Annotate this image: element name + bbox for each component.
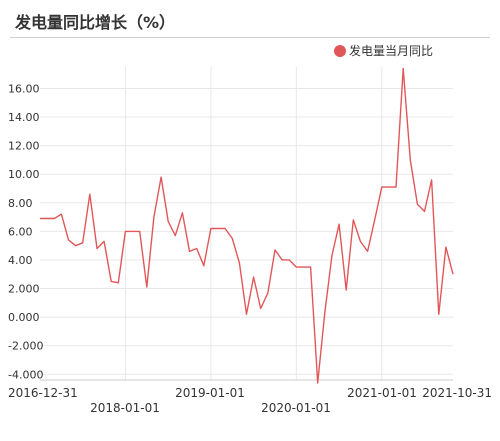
x-tick-label: 2016-12-31 (8, 386, 78, 400)
legend-swatch-icon (334, 45, 346, 57)
legend[interactable]: 发电量当月同比 (334, 43, 433, 58)
page-title: 发电量同比增长（%） (15, 13, 176, 32)
x-tick-label: 2018-01-01 (90, 401, 160, 415)
x-tick-label: 2019-01-01 (175, 386, 245, 400)
header-divider (10, 37, 490, 38)
chart-header: 发电量同比增长（%） (0, 0, 500, 40)
x-tick-label: 2020-01-01 (261, 401, 331, 415)
y-tick-label: 0.000 (8, 311, 40, 324)
y-tick-label: -2.000 (8, 340, 43, 353)
y-tick-label: 16.00 (8, 82, 40, 95)
x-tick-label: 2021-10-31 (422, 386, 492, 400)
grid-layer (40, 67, 453, 380)
series-line (40, 67, 454, 384)
series-layer (40, 67, 454, 384)
y-tick-label: 2.000 (8, 283, 40, 296)
legend-label: 发电量当月同比 (349, 43, 433, 58)
axis-layer: 16.00 14.00 12.00 10.00 8.00 6.00 4.00 2.000 0.0… (8, 82, 492, 415)
y-tick-label: 10.00 (8, 168, 40, 181)
y-tick-label: 14.00 (8, 111, 40, 124)
y-tick-label: 12.00 (8, 140, 40, 153)
line-chart: 16.00 14.00 12.00 10.00 8.00 6.00 4.00 2.000 0.0… (8, 43, 492, 415)
x-tick-label: 2021-01-01 (347, 386, 417, 400)
y-tick-label: 6.00 (8, 225, 33, 238)
y-tick-label: 4.00 (8, 254, 33, 267)
y-tick-label: 8.00 (8, 197, 33, 210)
y-tick-label: -4.000 (8, 368, 43, 381)
